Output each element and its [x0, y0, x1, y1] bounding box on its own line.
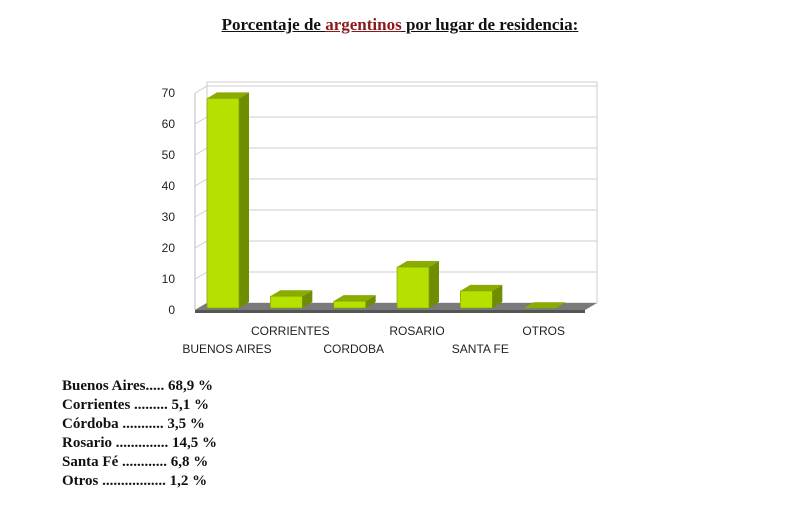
y-axis: 0 10 20 30 40 50 60 70 — [162, 86, 176, 317]
x-tick-label: ROSARIO — [389, 324, 444, 338]
title-prefix: Porcentaje de — [221, 15, 326, 34]
bar — [270, 295, 303, 309]
bar-top — [460, 284, 503, 291]
x-tick-label: CORRIENTES — [251, 324, 330, 338]
chart-grid — [194, 81, 598, 311]
bar — [396, 266, 430, 309]
title-highlight: argentinos — [325, 15, 402, 34]
bar-top — [397, 261, 439, 268]
summary-line: Córdoba ........... 3,5 % — [62, 416, 205, 432]
x-tick-label: BUENOS AIRES — [182, 342, 271, 356]
chart-bars — [206, 92, 566, 309]
bar-side — [429, 261, 439, 308]
bar-side — [302, 290, 313, 308]
grid-line-diagonal — [194, 240, 208, 249]
grid-line-diagonal — [194, 178, 208, 187]
bar-chart: 0 10 20 30 40 50 60 70 BUENOS AIRES CORRIENTES CO… — [162, 81, 598, 356]
x-tick-label: CORDOBA — [323, 342, 384, 356]
summary-line: Corrientes ......... 5,1 % — [62, 397, 210, 413]
bar-top — [207, 92, 249, 99]
title-suffix: por lugar de residencia — [401, 15, 573, 34]
summary-line: Otros ................. 1,2 % — [62, 473, 208, 489]
title-colon: : — [572, 15, 579, 34]
x-tick-label: OTROS — [522, 324, 565, 338]
y-tick-label: 10 — [162, 272, 176, 286]
bar-side — [365, 295, 376, 308]
y-tick-label: 50 — [162, 148, 176, 162]
grid-line-diagonal — [194, 116, 208, 125]
y-tick-label: 70 — [162, 86, 176, 100]
page-title: Porcentaje de argentinos por lugar de re… — [0, 15, 800, 35]
y-tick-label: 0 — [168, 303, 175, 317]
bar — [333, 300, 366, 309]
y-tick-label: 30 — [162, 210, 176, 224]
bar-side — [239, 92, 249, 308]
summary-line: Santa Fé ............ 6,8 % — [62, 454, 209, 470]
grid-line-diagonal — [194, 209, 208, 218]
bar-top — [523, 302, 566, 309]
bar-top — [333, 295, 376, 302]
x-axis-labels: BUENOS AIRES CORRIENTES CORDOBA ROSARIO SANT… — [182, 324, 565, 356]
grid-line-diagonal — [194, 271, 208, 280]
summary-line: Rosario .............. 14,5 % — [62, 435, 217, 451]
summary-list: Buenos Aires..... 68,9 % Corrientes ....… — [62, 377, 217, 491]
floor-edge — [195, 310, 585, 313]
x-tick-label: SANTA FE — [452, 342, 509, 356]
grid-line-diagonal — [194, 85, 208, 94]
summary-line: Buenos Aires..... 68,9 % — [62, 378, 213, 394]
bar-top — [270, 290, 313, 297]
bar — [460, 290, 493, 309]
grid-line-diagonal — [194, 147, 208, 156]
y-tick-label: 40 — [162, 179, 176, 193]
y-tick-label: 60 — [162, 117, 176, 131]
bar — [206, 98, 240, 309]
bar-side — [492, 284, 503, 308]
y-tick-label: 20 — [162, 241, 176, 255]
